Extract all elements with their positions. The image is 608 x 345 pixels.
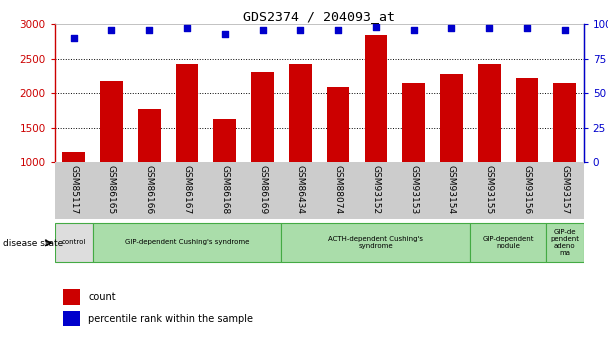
Point <box>522 26 532 31</box>
Bar <box>176 64 198 231</box>
Point <box>333 27 343 32</box>
Text: GIP-de
pendent
adeno
ma: GIP-de pendent adeno ma <box>550 229 579 256</box>
Point <box>409 27 418 32</box>
Point <box>446 26 456 31</box>
Point <box>258 27 268 32</box>
Text: count: count <box>88 292 116 302</box>
Point <box>144 27 154 32</box>
Bar <box>63 289 80 305</box>
Point <box>69 35 78 41</box>
Text: GSM86169: GSM86169 <box>258 165 267 214</box>
Title: GDS2374 / 204093_at: GDS2374 / 204093_at <box>243 10 395 23</box>
Text: GSM86434: GSM86434 <box>296 165 305 214</box>
Point <box>295 27 305 32</box>
Bar <box>471 223 546 262</box>
Text: control: control <box>61 239 86 245</box>
Text: GSM85117: GSM85117 <box>69 165 78 214</box>
Text: ACTH-dependent Cushing's
syndrome: ACTH-dependent Cushing's syndrome <box>328 236 423 249</box>
Bar <box>546 223 584 262</box>
Bar <box>553 83 576 231</box>
Text: GSM93152: GSM93152 <box>371 165 381 214</box>
Bar <box>92 223 282 262</box>
Text: GIP-dependent Cushing's syndrome: GIP-dependent Cushing's syndrome <box>125 239 249 245</box>
Bar <box>282 223 471 262</box>
Bar <box>478 64 500 231</box>
Point <box>182 26 192 31</box>
Text: GSM88074: GSM88074 <box>334 165 342 214</box>
Bar <box>63 311 80 326</box>
Bar <box>326 87 350 231</box>
Bar <box>365 35 387 231</box>
Text: disease state: disease state <box>3 239 63 248</box>
Point <box>220 31 230 37</box>
Bar <box>100 81 123 231</box>
Text: GSM86168: GSM86168 <box>220 165 229 214</box>
Text: GSM93153: GSM93153 <box>409 165 418 214</box>
Bar <box>440 74 463 231</box>
Bar <box>213 119 236 231</box>
Text: GSM93157: GSM93157 <box>561 165 569 214</box>
Point <box>485 26 494 31</box>
Bar <box>62 152 85 231</box>
Text: GIP-dependent
nodule: GIP-dependent nodule <box>482 236 534 249</box>
Bar <box>138 109 161 231</box>
Text: GSM93156: GSM93156 <box>522 165 531 214</box>
Bar <box>402 83 425 231</box>
Bar <box>251 72 274 231</box>
Bar <box>516 78 538 231</box>
Bar <box>55 223 92 262</box>
Bar <box>289 64 312 231</box>
Point <box>371 24 381 30</box>
Text: GSM93155: GSM93155 <box>485 165 494 214</box>
Text: GSM86167: GSM86167 <box>182 165 192 214</box>
Text: percentile rank within the sample: percentile rank within the sample <box>88 314 253 324</box>
Text: GSM93154: GSM93154 <box>447 165 456 214</box>
Text: GSM86165: GSM86165 <box>107 165 116 214</box>
Text: GSM86166: GSM86166 <box>145 165 154 214</box>
Point <box>560 27 570 32</box>
Point <box>106 27 116 32</box>
